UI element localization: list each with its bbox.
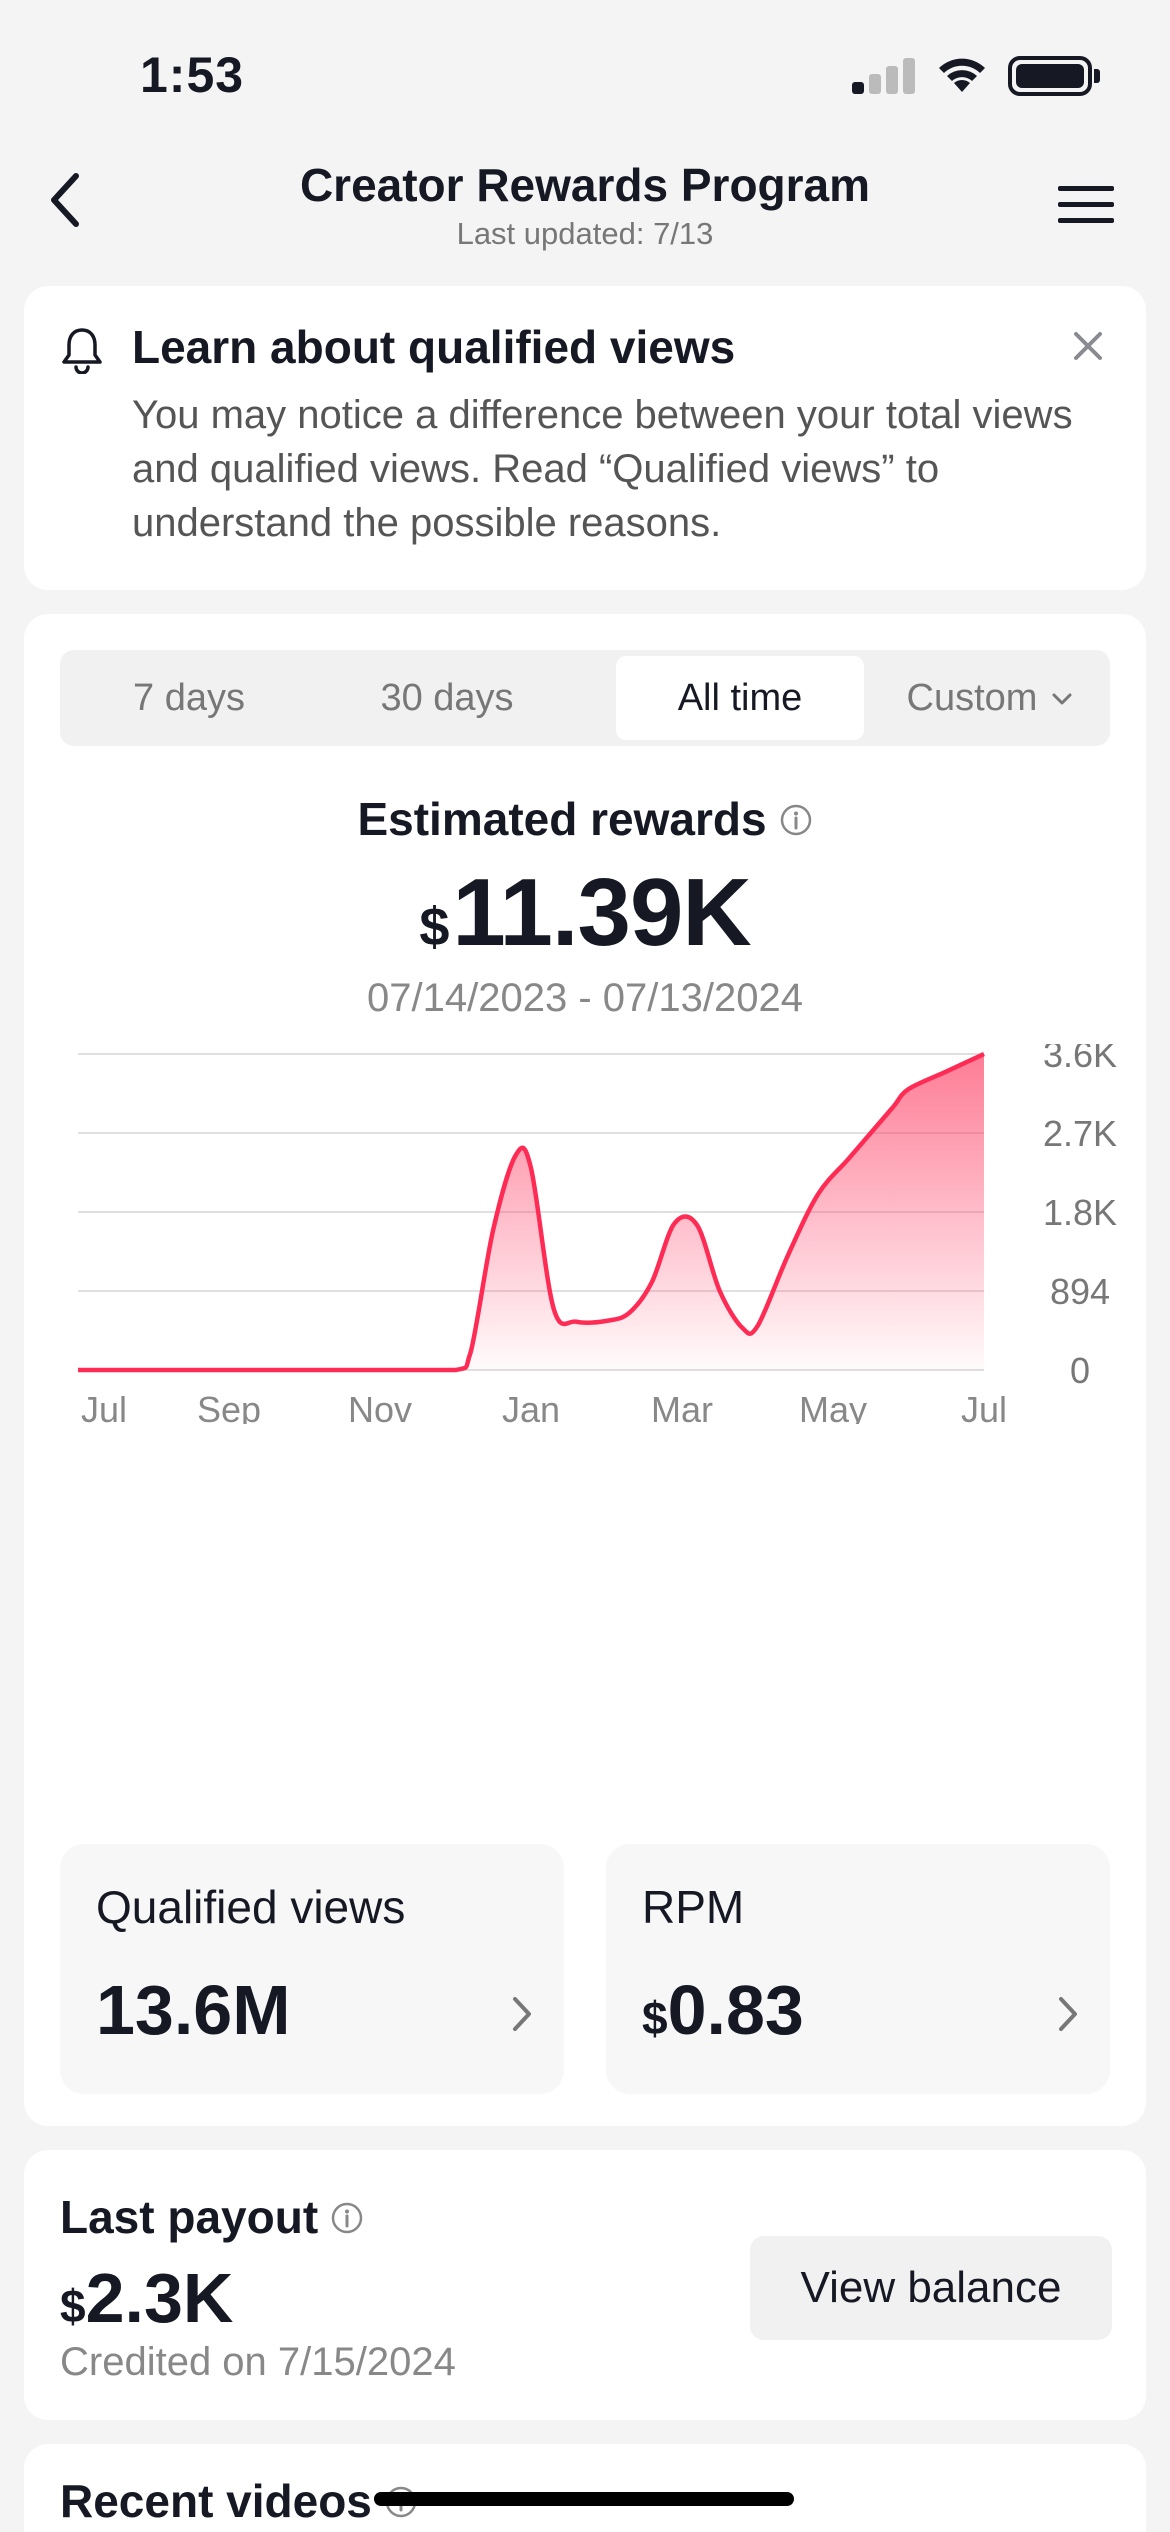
x-tick-label: May [799,1389,867,1424]
info-icon[interactable] [330,2201,364,2235]
y-tick-label: 0 [1070,1350,1090,1391]
estimated-rewards-value: $11.39K [24,858,1146,968]
chevron-right-icon [1059,1997,1077,2031]
tab-all-time[interactable]: All time [616,656,864,740]
nav-bar: Creator Rewards Program Last updated: 7/… [0,150,1170,270]
wifi-icon [939,58,985,92]
rewards-chart[interactable]: 0 894 1.8K 2.7K 3.6K Jul Sep Nov Jan Mar May Jul [24,1044,1146,1424]
battery-icon [1008,56,1092,96]
chevron-right-icon [513,1997,531,2031]
last-payout-label: Last payout [60,2190,364,2244]
y-tick-label: 1.8K [1043,1192,1117,1233]
stat-label: Qualified views [96,1881,406,1933]
stat-value: $0.83 [642,1970,804,2050]
stat-label: RPM [642,1881,745,1933]
x-tick-label: Nov [348,1389,412,1424]
rpm-stat[interactable]: RPM $0.83 [606,1844,1110,2094]
stat-value: 13.6M [96,1970,291,2050]
tab-label: 7 days [133,676,245,719]
rewards-card: 7 days 30 days All time Custom Estimated… [24,614,1146,2126]
tab-label: Custom [906,676,1038,719]
estimated-rewards-label: Estimated rewards [24,792,1146,846]
credited-date: Credited on 7/15/2024 [60,2340,456,2384]
time-range-tabs: 7 days 30 days All time Custom [60,650,1110,746]
back-button[interactable] [36,170,96,230]
cellular-signal-icon [852,58,916,94]
status-bar: 1:53 [0,0,1170,150]
tab-label: All time [677,676,803,719]
tab-7-days[interactable]: 7 days [66,656,312,740]
battery-tip [1094,69,1100,83]
chart-series-line [78,1051,985,1373]
y-tick-label: 3.6K [1043,1044,1117,1075]
x-tick-label: Jul [961,1389,1007,1424]
x-tick-label: Sep [197,1389,261,1424]
close-icon[interactable] [1068,326,1108,366]
tab-label: 30 days [380,676,514,719]
last-payout-value: $2.3K [60,2258,233,2338]
stat-amount: 13.6M [96,1971,291,2049]
page-title: Creator Rewards Program [299,159,871,211]
payout-amount: 2.3K [85,2259,234,2337]
currency-symbol: $ [419,897,449,957]
currency-symbol: $ [60,2280,86,2332]
tab-custom[interactable]: Custom [876,656,1104,740]
recent-videos-label: Recent videos [60,2474,418,2528]
stat-amount: 0.83 [667,1971,804,2049]
x-tick-label: Jul [81,1389,127,1424]
qualified-views-notice: Learn about qualified views You may noti… [24,286,1146,590]
home-indicator[interactable] [374,2492,794,2506]
last-payout-card: Last payout $2.3K Credited on 7/15/2024 … [24,2150,1146,2420]
chart-area-fill [78,1054,984,1370]
recent-videos-text: Recent videos [60,2475,372,2527]
view-balance-button[interactable]: View balance [750,2236,1112,2340]
qualified-views-stat[interactable]: Qualified views 13.6M [60,1844,564,2094]
y-tick-label: 2.7K [1043,1113,1117,1154]
bell-icon [62,328,102,374]
estimated-rewards-text: Estimated rewards [357,793,767,845]
x-tick-label: Mar [651,1389,713,1424]
x-tick-label: Jan [502,1389,560,1424]
tab-30-days[interactable]: 30 days [324,656,570,740]
menu-button[interactable] [1050,180,1122,230]
chevron-down-icon [1052,693,1072,705]
rewards-amount: 11.39K [452,859,751,966]
chevron-left-icon [51,173,79,227]
notice-title: Learn about qualified views [132,321,736,373]
last-payout-text: Last payout [60,2191,319,2243]
info-icon[interactable] [779,803,813,837]
status-time: 1:53 [140,47,245,103]
date-range: 07/14/2023 - 07/13/2024 [367,976,803,1020]
recent-videos-card: Recent videos [24,2444,1146,2532]
notice-body[interactable]: You may notice a difference between your… [132,393,1073,545]
y-tick-label: 894 [1050,1271,1110,1312]
currency-symbol: $ [642,1992,668,2044]
last-updated: Last updated: 7/13 [456,216,714,251]
